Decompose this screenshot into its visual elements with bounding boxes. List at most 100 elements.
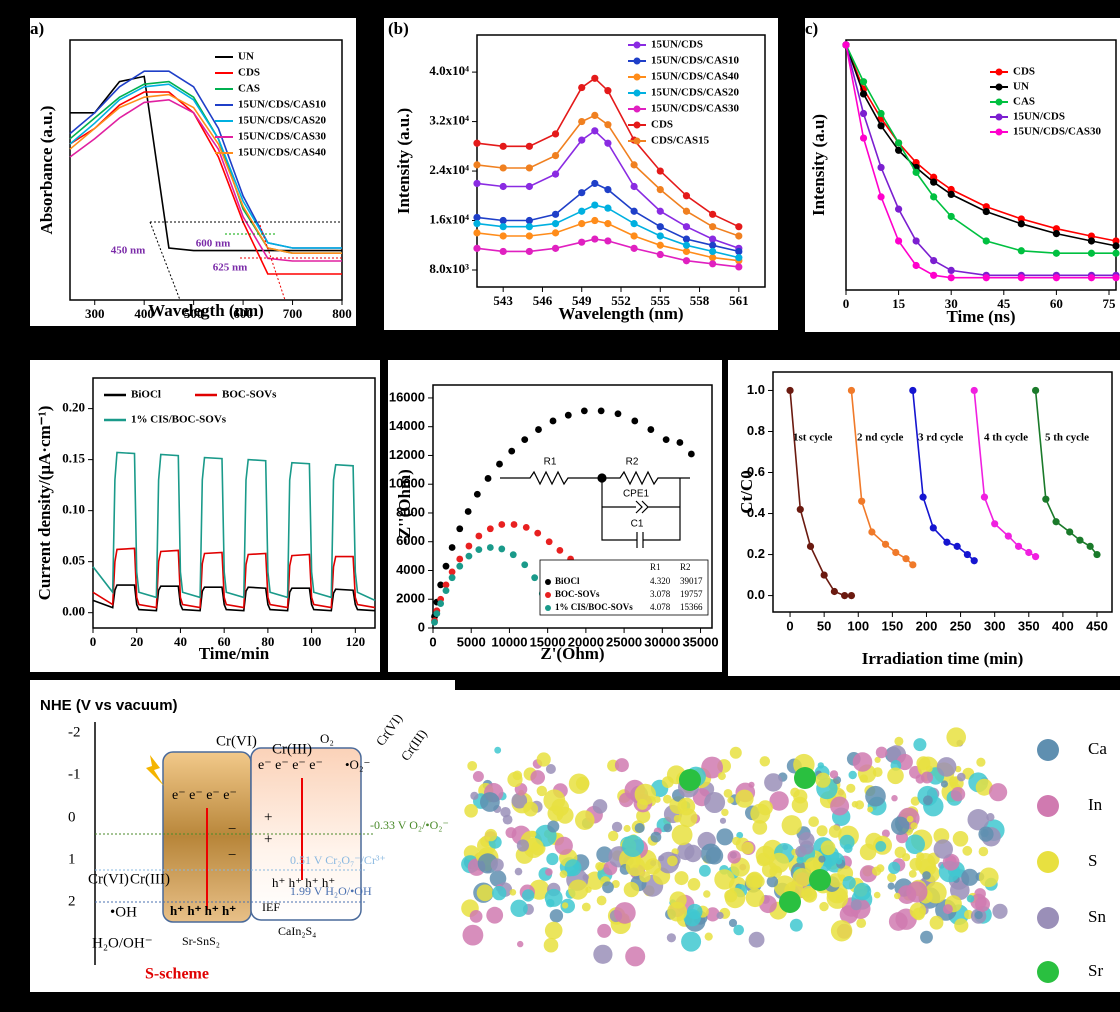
atom [543,937,559,953]
legend-swatch [633,41,641,49]
atom [732,836,741,846]
marker [630,161,638,169]
series-line [70,75,342,252]
panel-e [388,360,722,672]
x-tick-label: 200 [916,618,938,633]
panel-d [30,360,380,672]
legend-label: UN [1013,81,1029,93]
atom [614,902,636,924]
series-label: 5 th cycle [1045,432,1089,444]
marker [830,587,838,596]
marker [1112,242,1120,250]
marker [709,223,717,231]
x-tick-label: 35000 [682,634,718,649]
marker [604,186,612,194]
y-tick-label: 0.2 [747,546,765,561]
y-tick-label: 0.0 [747,587,765,602]
point [614,410,622,418]
atom [644,858,662,875]
atom [593,944,613,964]
atom [978,826,994,842]
point [510,521,518,528]
atom [888,912,908,931]
atom [957,772,966,782]
atom [989,783,1008,802]
marker [656,167,664,175]
atom [507,771,523,788]
y-tick-label: 0.4 [747,505,766,520]
marker [1032,386,1040,395]
panel-label: (b) [388,19,409,38]
marker [578,117,586,126]
y-tick-label: 12000 [389,447,425,462]
marker [991,520,999,528]
marker [947,212,955,221]
point [498,521,506,528]
marker [525,182,533,191]
marker [473,244,481,252]
point [687,450,695,458]
atom [830,920,853,942]
atom [815,772,831,788]
marker [578,238,586,246]
circuit [500,470,690,548]
atom [619,792,634,808]
atom [625,856,646,877]
atom [925,765,933,773]
point [531,574,539,582]
series-line [476,182,739,253]
lightning [146,755,164,786]
x-tick-label: 0 [429,634,436,649]
marker [735,263,743,271]
marker [859,134,868,142]
atom [704,932,713,941]
plot-frame [432,384,713,629]
legend-swatch [633,57,641,65]
point [486,525,494,533]
x-axis-label: Time (ns) [946,307,1015,326]
series-label: 2 nd cycle [857,432,904,444]
annotation: 600 nm [196,238,231,250]
structure-legend: Ca In S Sn Sr [1037,739,1107,983]
point [509,551,517,559]
atom [505,827,517,839]
y-tick-label: 0.8 [747,423,765,438]
atom [905,834,925,855]
marker [859,78,868,86]
atom [795,845,807,858]
marker [591,179,599,188]
point [473,490,481,498]
annotation: 450 nm [111,245,146,257]
atom [663,794,672,804]
plot-frame [92,377,376,629]
marker [947,190,955,199]
table-cell: 15366 [680,602,703,612]
x-axis-label: Wavelegth (nm) [148,301,264,320]
y-tick-label: 6000 [396,533,425,548]
atom [950,880,970,901]
atom [467,761,478,771]
point [564,411,572,419]
minus: − [228,847,236,863]
atom [942,904,953,915]
atom [523,837,544,859]
marker [1014,542,1023,550]
marker [591,111,599,119]
legend-label: BOC-SOVs [555,589,600,599]
marker [868,528,876,536]
atom [910,796,920,806]
marker [682,192,691,200]
atom [551,798,570,817]
point [456,555,464,563]
y-tick-label: 4000 [396,562,425,577]
atom [829,770,839,779]
y-tick-label: 0 [418,619,425,634]
axis-title: NHE (V vs vacuum) [40,697,178,714]
x-tick-label: 250 [950,618,972,633]
atom [674,871,689,886]
atom [511,792,528,809]
atom [974,911,983,920]
legend-label: CAS [1013,96,1035,108]
atom [509,889,517,896]
